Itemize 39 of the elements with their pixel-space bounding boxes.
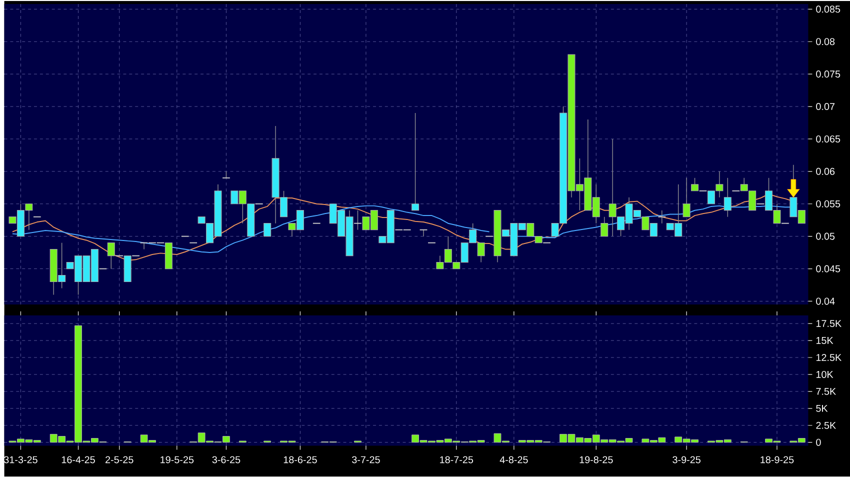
- candlestick: [682, 178, 690, 218]
- candlestick: [691, 178, 699, 192]
- y-tick-label: 0.08: [816, 38, 835, 46]
- y-tick-label: 0.055: [816, 200, 840, 208]
- candlestick: [724, 178, 732, 218]
- x-tick-label: 3-7-25: [352, 456, 380, 464]
- y-tick-label: 0: [816, 439, 821, 446]
- y-tick-label: 0.085: [816, 6, 840, 13]
- y-tick-label: 2.5K: [816, 422, 836, 430]
- candlestick: [264, 223, 272, 237]
- x-tick-label: 18-7-25: [440, 456, 474, 464]
- y-tick-label: 0.065: [816, 136, 840, 143]
- x-tick-label: 3-9-25: [672, 456, 700, 464]
- y-tick-label: 0.04: [816, 298, 835, 305]
- x-tick-label: 3-6-25: [212, 456, 240, 464]
- x-tick-label: 18-9-25: [760, 456, 794, 464]
- x-tick-label: 16-4-25: [62, 456, 95, 464]
- y-tick-label: 0.075: [816, 70, 840, 78]
- y-tick-label: 0.045: [816, 265, 840, 272]
- candlestick: [107, 242, 115, 270]
- x-tick-label: 18-6-25: [284, 456, 317, 464]
- y-tick-label: 17.5K: [816, 320, 842, 328]
- candlestick: [419, 230, 428, 237]
- y-tick-label: 10K: [816, 371, 834, 378]
- y-tick-label: 15K: [816, 337, 834, 344]
- y-tick-label: 0.05: [816, 233, 835, 240]
- x-tick-label: 2-5-25: [106, 456, 134, 464]
- y-tick-label: 5K: [816, 405, 828, 412]
- x-tick-label: 19-5-25: [160, 456, 194, 464]
- y-tick-label: 7.5K: [816, 388, 836, 396]
- x-tick-label: 19-8-25: [580, 456, 613, 464]
- candlestick: [412, 112, 420, 211]
- x-tick-label: 4-8-25: [500, 456, 528, 464]
- y-tick-label: 12.5K: [816, 354, 842, 362]
- candlestick: [600, 216, 608, 237]
- candlestick: [658, 210, 666, 224]
- y-tick-label: 0.06: [816, 168, 835, 176]
- candlestick: [354, 210, 362, 230]
- y-tick-label: 0.07: [816, 103, 835, 110]
